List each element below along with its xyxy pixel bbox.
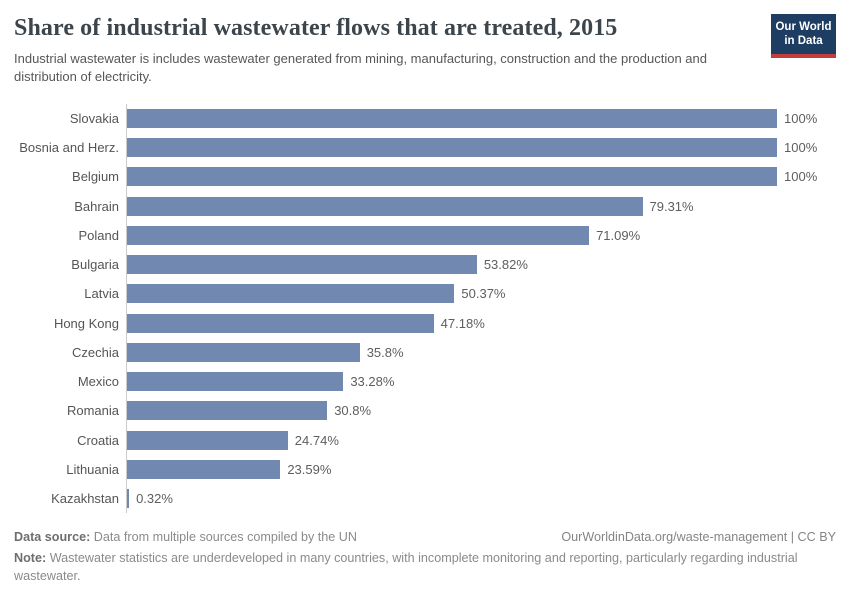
bar-track: 33.28% xyxy=(126,367,836,397)
value-label: 24.74% xyxy=(294,432,339,448)
bar-track: 100% xyxy=(126,132,836,163)
value-label: 33.28% xyxy=(350,374,395,390)
country-label: Slovakia xyxy=(69,110,119,126)
title-block: Share of industrial wastewater flows tha… xyxy=(14,14,761,87)
bar-chart: Slovakia 100% Bosnia and Herz. 100% Belgium 1… xyxy=(14,103,836,514)
note-text: Wastewater statistics are underdeveloped… xyxy=(14,551,798,583)
bar-track: 0.32% xyxy=(126,484,836,514)
chart-row: Lithuania 23.59% xyxy=(14,454,836,485)
chart-note: Note: Wastewater statistics are underdev… xyxy=(14,550,836,585)
bar[interactable] xyxy=(127,401,328,421)
bar[interactable] xyxy=(127,255,477,275)
bar-track: 79.31% xyxy=(126,191,836,221)
bar[interactable] xyxy=(127,284,455,304)
bar[interactable] xyxy=(127,108,777,128)
chart-row: Kazakhstan 0.32% xyxy=(14,484,836,514)
country-label: Poland xyxy=(78,227,119,243)
bar-track: 35.8% xyxy=(126,337,836,368)
value-label: 53.82% xyxy=(483,257,528,273)
bar[interactable] xyxy=(127,196,643,216)
chart-row: Romania 30.8% xyxy=(14,396,836,426)
bar-track: 30.8% xyxy=(126,396,836,426)
data-source-label: Data source: xyxy=(14,529,91,544)
chart-row: Belgium 100% xyxy=(14,162,836,192)
chart-row: Mexico 33.28% xyxy=(14,367,836,397)
value-label: 50.37% xyxy=(461,286,506,302)
footer-source-row: Data source: Data from multiple sources … xyxy=(14,529,836,547)
country-label: Romania xyxy=(66,403,119,419)
chart-footer: Data source: Data from multiple sources … xyxy=(14,529,836,586)
bar[interactable] xyxy=(127,430,288,450)
attribution-link[interactable]: OurWorldinData.org/waste-management | CC… xyxy=(561,529,836,544)
chart-row: Latvia 50.37% xyxy=(14,279,836,309)
value-label: 71.09% xyxy=(596,227,641,243)
country-label: Bahrain xyxy=(74,198,119,214)
country-label: Hong Kong xyxy=(53,315,119,331)
owid-logo: Our World in Data xyxy=(771,14,836,58)
chart-row: Bulgaria 53.82% xyxy=(14,250,836,280)
bar[interactable] xyxy=(127,342,360,362)
country-label: Croatia xyxy=(77,432,119,448)
chart-row: Bosnia and Herz. 100% xyxy=(14,132,836,163)
logo-line-2: in Data xyxy=(784,35,823,48)
country-label: Bulgaria xyxy=(71,257,119,273)
bar[interactable] xyxy=(127,372,344,392)
bar-track: 100% xyxy=(126,103,836,133)
chart-row: Bahrain 79.31% xyxy=(14,191,836,221)
bar[interactable] xyxy=(127,489,130,509)
country-label: Kazakhstan xyxy=(51,491,119,507)
country-label: Latvia xyxy=(84,286,119,302)
value-label: 100% xyxy=(784,140,818,156)
bar[interactable] xyxy=(127,313,434,333)
value-label: 100% xyxy=(784,169,818,185)
bar[interactable] xyxy=(127,138,777,158)
bar[interactable] xyxy=(127,225,590,245)
chart-row: Croatia 24.74% xyxy=(14,425,836,455)
bar-track: 50.37% xyxy=(126,279,836,309)
bar-track: 24.74% xyxy=(126,425,836,455)
value-label: 47.18% xyxy=(440,315,485,331)
data-source-text: Data from multiple sources compiled by t… xyxy=(93,529,357,544)
bar[interactable] xyxy=(127,167,777,187)
value-label: 30.8% xyxy=(334,403,372,419)
country-label: Bosnia and Herz. xyxy=(19,140,119,156)
data-source: Data source: Data from multiple sources … xyxy=(14,529,357,547)
bar-track: 100% xyxy=(126,162,836,192)
value-label: 79.31% xyxy=(649,198,694,214)
chart-row: Czechia 35.8% xyxy=(14,337,836,368)
chart-title: Share of industrial wastewater flows tha… xyxy=(14,15,618,41)
chart-subtitle: Industrial wastewater is includes wastew… xyxy=(14,50,707,85)
chart-row: Slovakia 100% xyxy=(14,103,836,133)
country-label: Belgium xyxy=(72,169,119,185)
value-label: 0.32% xyxy=(136,491,173,507)
bar-track: 47.18% xyxy=(126,308,836,338)
chart-row: Hong Kong 47.18% xyxy=(14,308,836,338)
country-label: Mexico xyxy=(77,374,119,390)
bar-track: 23.59% xyxy=(126,454,836,485)
country-label: Czechia xyxy=(72,344,119,360)
chart-row: Poland 71.09% xyxy=(14,220,836,251)
logo-line-1: Our World xyxy=(775,21,832,33)
country-label: Lithuania xyxy=(66,462,119,478)
bar-track: 53.82% xyxy=(126,250,836,280)
bar-track: 71.09% xyxy=(126,220,836,251)
value-label: 23.59% xyxy=(287,462,332,478)
value-label: 35.8% xyxy=(366,344,404,360)
value-label: 100% xyxy=(784,110,818,126)
chart-header: Share of industrial wastewater flows tha… xyxy=(14,14,836,87)
bar[interactable] xyxy=(127,460,281,480)
note-label: Note: xyxy=(14,551,47,566)
